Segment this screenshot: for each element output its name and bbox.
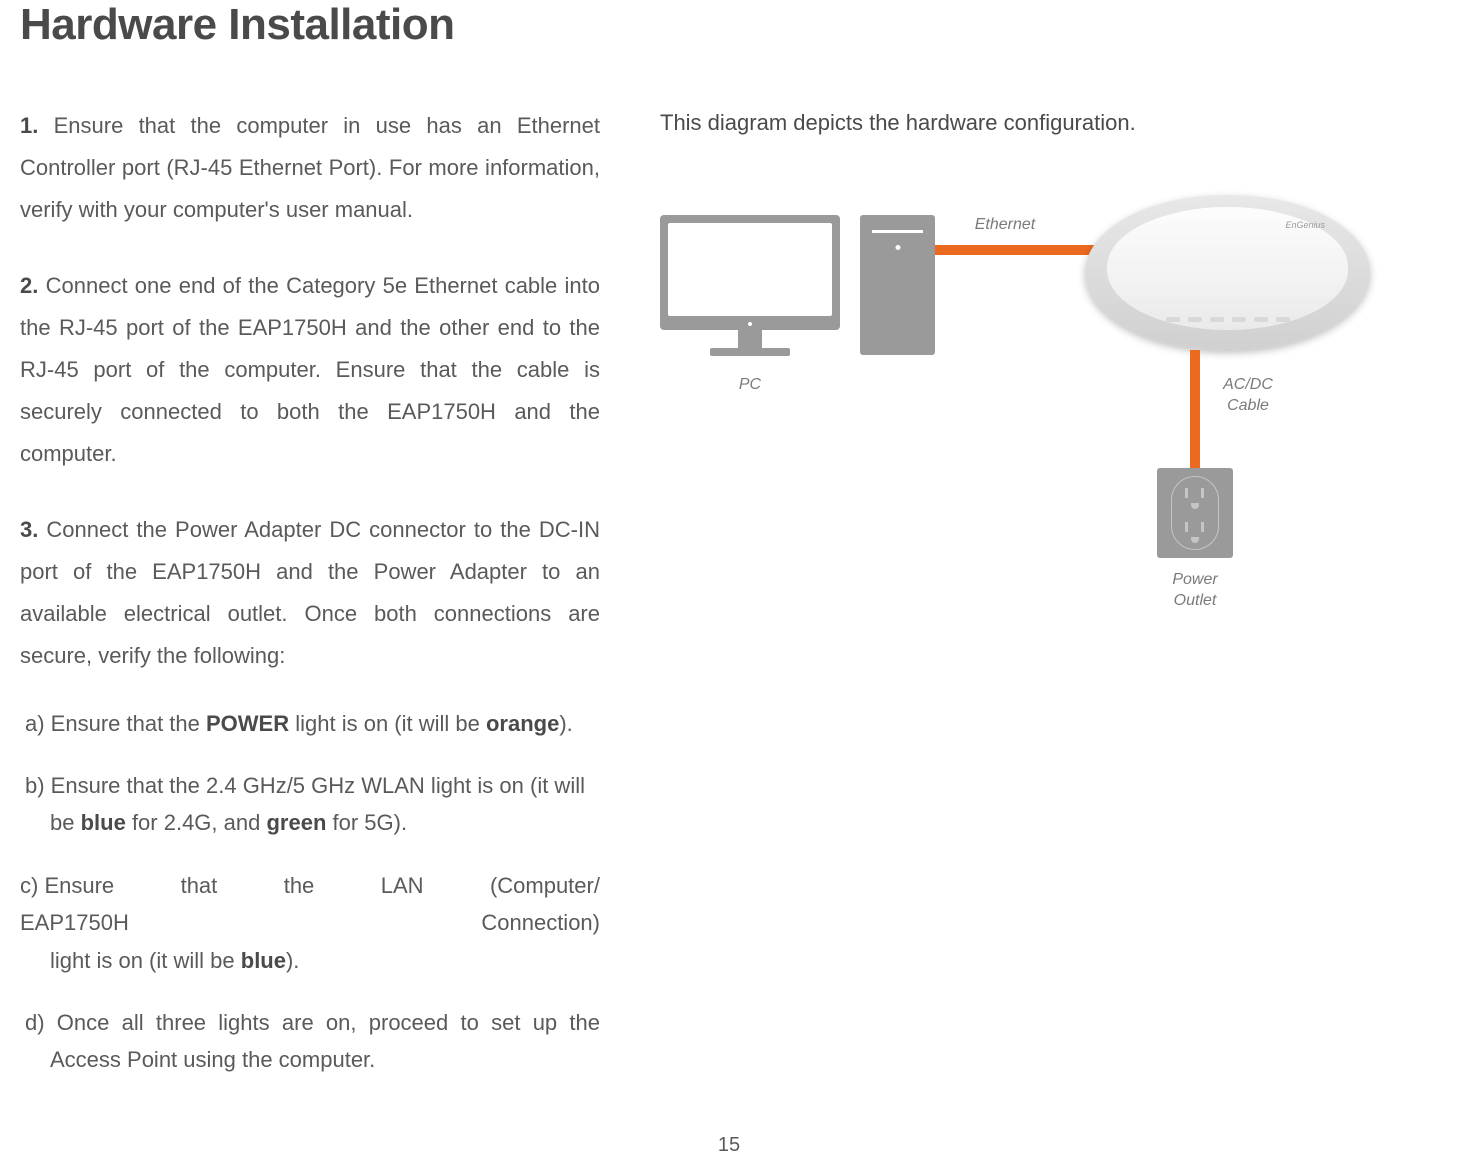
- ap-logo-text: EnGenius: [1285, 220, 1325, 230]
- page-title: Hardware Installation: [20, 0, 1438, 50]
- page-number: 15: [718, 1134, 740, 1157]
- step3b-b2: green: [266, 810, 326, 835]
- step-3c: c) Ensure that the LAN (Computer/ EAP175…: [20, 867, 600, 979]
- hardware-diagram: EnGenius Ethernet PC AC/DC: [660, 210, 1410, 630]
- step-3b: b) Ensure that the 2.4 GHz/5 GHz WLAN li…: [20, 767, 600, 842]
- step-3-num: 3.: [20, 517, 38, 542]
- monitor-icon: [660, 215, 840, 356]
- step3c-l3pre: light is on (it will be: [50, 948, 241, 973]
- power-cable-icon: [1190, 350, 1200, 470]
- step-1-num: 1.: [20, 113, 38, 138]
- step-3a: a) Ensure that the POWER light is on (it…: [20, 705, 600, 742]
- step3a-pre: a) Ensure that the: [25, 711, 206, 736]
- step-1: 1. Ensure that the computer in use has a…: [20, 105, 600, 230]
- step3c-w1: c) Ensure: [20, 867, 114, 904]
- step3a-mid: light is on (it will be: [289, 711, 486, 736]
- content-columns: 1. Ensure that the computer in use has a…: [20, 105, 1438, 1114]
- step-2-num: 2.: [20, 273, 38, 298]
- step3c-w3: the: [284, 867, 315, 904]
- step-2-text: Connect one end of the Category 5e Ether…: [20, 273, 600, 465]
- step3b-b1: blue: [81, 810, 126, 835]
- pc-tower-icon: [860, 215, 935, 355]
- step-3: 3. Connect the Power Adapter DC connecto…: [20, 509, 600, 1078]
- step3c-l3post: ).: [286, 948, 299, 973]
- step-3-text: Connect the Power Adapter DC connector t…: [20, 517, 600, 667]
- step3c-w2: that: [181, 867, 218, 904]
- diagram-intro: This diagram depicts the hardware config…: [660, 105, 1438, 140]
- step3a-b2: orange: [486, 711, 559, 736]
- step-1-text: Ensure that the computer in use has an E…: [20, 113, 600, 222]
- step3c-l3b: blue: [241, 948, 286, 973]
- step3b-mid: for 2.4G, and: [126, 810, 267, 835]
- step3c-l2b: Connection): [481, 904, 600, 941]
- step-2: 2. Connect one end of the Category 5e Et…: [20, 265, 600, 474]
- label-pc: PC: [730, 375, 770, 396]
- label-outlet: Power Outlet: [1160, 570, 1230, 612]
- step3a-b1: POWER: [206, 711, 289, 736]
- instructions-column: 1. Ensure that the computer in use has a…: [20, 105, 600, 1114]
- diagram-column: This diagram depicts the hardware config…: [660, 105, 1438, 1114]
- step3c-w5: (Computer/: [490, 867, 600, 904]
- access-point-icon: EnGenius: [1085, 195, 1370, 350]
- step3b-post: for 5G).: [326, 810, 407, 835]
- label-acdc: AC/DC Cable: [1208, 375, 1288, 417]
- power-outlet-icon: [1157, 468, 1233, 558]
- step3a-post: ).: [559, 711, 572, 736]
- label-ethernet: Ethernet: [965, 215, 1045, 236]
- step-3d: d) Once all three lights are on, proceed…: [20, 1004, 600, 1079]
- step3c-l2a: EAP1750H: [20, 904, 129, 941]
- step3c-w4: LAN: [381, 867, 424, 904]
